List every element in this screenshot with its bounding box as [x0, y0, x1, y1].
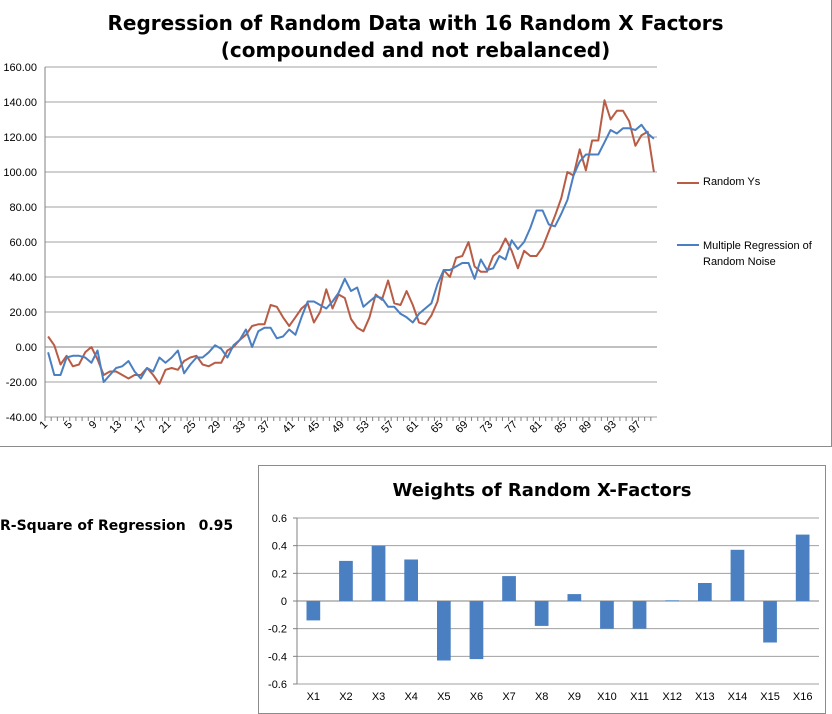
bar-x-tick-label: X12 [662, 691, 682, 703]
rsquare-readout: R-Square of Regression 0.95 [0, 518, 233, 534]
bar-x5 [437, 601, 451, 661]
bar-y-tick-label: 0 [281, 596, 287, 608]
bar-x-tick-label: X3 [372, 691, 385, 703]
x-tick-label: 21 [157, 419, 174, 436]
y-tick-label: 160.00 [3, 62, 37, 74]
y-tick-label: -20.00 [6, 377, 37, 389]
bar-y-tick-label: 0.4 [272, 541, 287, 553]
bar-y-tick-label: -0.6 [268, 679, 287, 691]
x-tick-label: 65 [429, 419, 446, 436]
x-tick-label: 85 [552, 419, 569, 436]
bar-x-tick-label: X9 [568, 691, 581, 703]
legend-item-random-ys: Random Ys [677, 176, 832, 188]
bar-x11 [632, 601, 647, 629]
bar-x-tick-label: X7 [502, 691, 515, 703]
y-tick-label: 0.00 [16, 342, 37, 354]
bar-x-tick-label: X15 [760, 691, 780, 703]
bar-x-tick-label: X2 [339, 691, 352, 703]
bar-x-tick-label: X11 [630, 691, 649, 703]
y-tick-label: -40.00 [6, 412, 37, 424]
x-tick-label: 1 [37, 419, 50, 432]
x-tick-label: 29 [206, 419, 223, 436]
bar-x15 [763, 601, 777, 643]
bar-y-tick-label: -0.2 [268, 624, 287, 636]
line-chart-plot: 160.00140.00120.00100.0080.0060.0040.002… [3, 62, 657, 436]
x-tick-label: 45 [305, 419, 322, 436]
bar-x4 [404, 559, 418, 601]
y-tick-label: 20.00 [9, 307, 37, 319]
bar-x1 [306, 601, 321, 621]
bar-x6 [469, 601, 484, 660]
line-chart-panel: Regression of Random Data with 16 Random… [0, 0, 832, 447]
rsquare-value: 0.95 [198, 518, 234, 534]
bar-x10 [600, 601, 614, 629]
bar-x14 [730, 549, 745, 601]
y-tick-label: 80.00 [9, 202, 37, 214]
x-tick-label: 33 [231, 419, 248, 436]
bar-x12 [665, 600, 679, 602]
bar-x9 [567, 594, 582, 601]
bar-y-tick-label: 0.6 [272, 513, 287, 525]
bar-x2 [339, 560, 353, 601]
bar-x-tick-label: X4 [404, 691, 417, 703]
y-tick-label: 60.00 [9, 237, 37, 249]
bar-chart-panel: Weights of Random X-Factors 0.6 0.4 0.2 0 -0… [258, 465, 826, 714]
bar-x-tick-label: X13 [695, 691, 715, 703]
x-tick-label: 25 [181, 419, 198, 436]
bar-x-tick-label: X6 [470, 691, 483, 703]
bar-x-tick-label: X5 [437, 691, 450, 703]
y-tick-label: 140.00 [3, 97, 37, 109]
legend-swatch-regression [677, 244, 699, 246]
x-tick-label: 93 [602, 419, 619, 436]
bar-x-tick-label: X8 [535, 691, 548, 703]
bar-x-tick-label: X10 [597, 691, 617, 703]
bar-y-tick-label: -0.4 [268, 651, 287, 663]
x-tick-label: 49 [330, 419, 347, 436]
legend-label-regression: Multiple Regression of Random Noise [703, 240, 812, 268]
series-line-regression [47, 123, 655, 383]
y-tick-label: 40.00 [9, 272, 37, 284]
bar-x-tick-label: X14 [728, 691, 748, 703]
x-tick-label: 37 [256, 419, 273, 436]
x-tick-label: 81 [528, 419, 545, 436]
x-tick-label: 9 [87, 419, 100, 432]
x-tick-label: 89 [577, 419, 594, 436]
legend-item-regression: Multiple Regression of Random Noise [677, 238, 827, 270]
legend-label-random-ys: Random Ys [703, 176, 761, 188]
bar-y-tick-label: 0.2 [272, 568, 287, 580]
bar-x-tick-label: X1 [307, 691, 320, 703]
line-chart-title: Regression of Random Data with 16 Random… [107, 11, 724, 62]
x-tick-label: 77 [503, 419, 520, 436]
series-line-random-ys [47, 99, 655, 385]
y-tick-label: 100.00 [3, 167, 37, 179]
legend-swatch-random-ys [677, 182, 699, 184]
x-tick-label: 57 [379, 419, 396, 436]
x-tick-label: 41 [280, 419, 297, 436]
bar-x16 [795, 534, 810, 601]
bar-chart-title: Weights of Random X-Factors [392, 480, 692, 501]
x-tick-label: 13 [107, 419, 124, 436]
bar-chart-plot: 0.6 0.4 0.2 0 -0.2 -0.4 -0.6 X1 X2 X3 X4 X5 X6 X7 X8 X9… [268, 513, 819, 703]
bar-x13 [698, 583, 712, 601]
x-tick-label: 61 [404, 419, 421, 436]
bar-x-tick-label: X16 [793, 691, 813, 703]
y-tick-label: 120.00 [3, 132, 37, 144]
bar-x3 [371, 545, 386, 601]
x-tick-label: 69 [453, 419, 470, 436]
x-tick-label: 5 [62, 419, 75, 432]
x-tick-label: 73 [478, 419, 495, 436]
x-tick-label: 97 [627, 419, 644, 436]
x-tick-label: 17 [132, 419, 149, 436]
bar-x8 [534, 601, 549, 626]
x-tick-label: 53 [355, 419, 372, 436]
bar-x7 [502, 576, 516, 601]
rsquare-label: R-Square of Regression [0, 518, 186, 534]
